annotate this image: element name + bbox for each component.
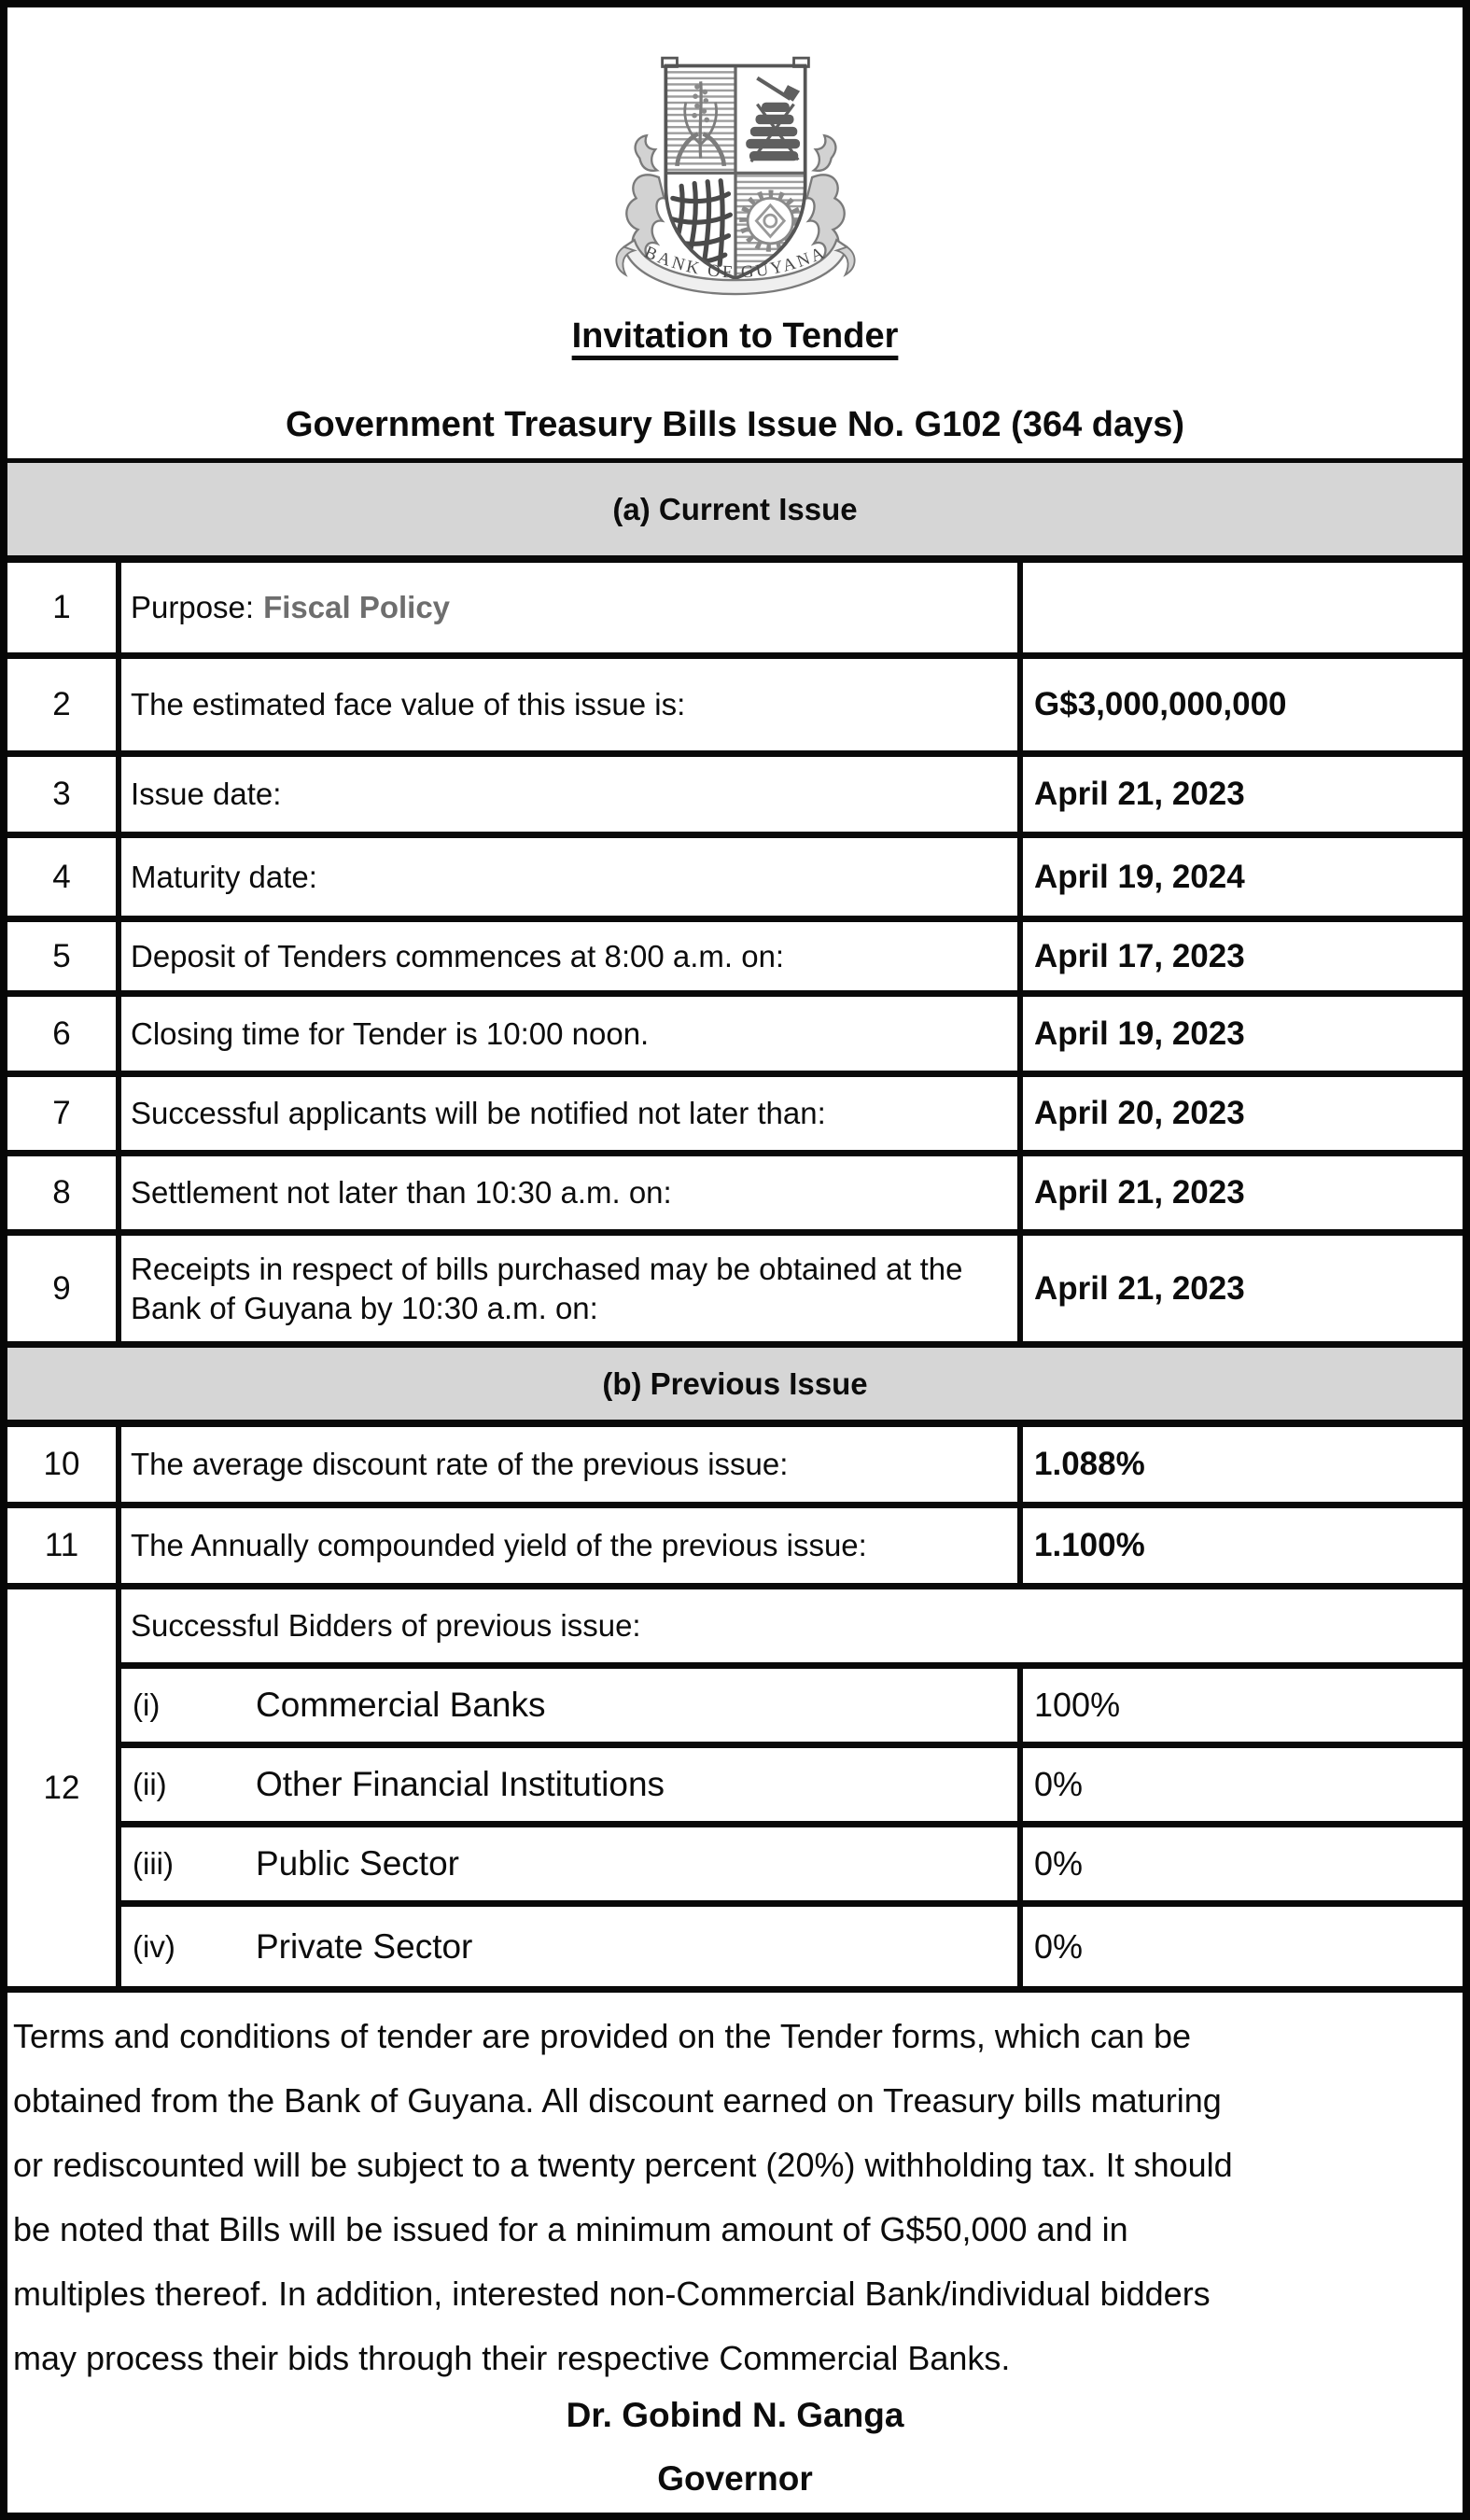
terms-line: or rediscounted will be subject to a twe… [13,2146,1233,2184]
row-value: 1.088% [1034,1446,1145,1482]
row-label: Issue date: [121,757,1023,832]
table-row-7: 7 Successful applicants will be notified… [7,1077,1463,1156]
purpose-highlight: Fiscal Policy [263,590,451,624]
bidder-roman: (ii) [133,1767,167,1801]
row-value: G$3,000,000,000 [1034,686,1287,722]
row-label: Receipts in respect of bills purchased m… [121,1236,1023,1341]
tender-table: (a) Current Issue 1 Purpose: Fiscal Poli… [7,458,1463,1993]
row-number: 5 [7,922,121,990]
page-title: Invitation to Tender [571,316,899,356]
row-label: Successful applicants will be notified n… [121,1077,1023,1150]
row-label: Maturity date: [121,838,1023,916]
row-number: 9 [7,1236,121,1341]
table-row-12: 12 Successful Bidders of previous issue:… [7,1589,1463,1993]
row12-content: Successful Bidders of previous issue: (i… [121,1589,1463,1986]
row-value: April 19, 2023 [1034,1015,1245,1052]
row-value: April 21, 2023 [1034,776,1245,812]
bidder-item-commercial-banks: (i) Commercial Banks 100% [121,1669,1463,1748]
row-label: The Annually compounded yield of the pre… [121,1508,1023,1583]
row-value: 1.100% [1034,1527,1145,1563]
row-label: Purpose: Fiscal Policy [121,563,1023,652]
bidder-item-public-sector: (iii) Public Sector 0% [121,1827,1463,1907]
row-label: Closing time for Tender is 10:00 noon. [121,997,1023,1071]
table-row-1: 1 Purpose: Fiscal Policy [7,563,1463,659]
row-number: 1 [7,563,121,652]
bank-of-guyana-logo: BANK OF GUYANA [567,47,903,313]
page-subtitle: Government Treasury Bills Issue No. G102… [285,405,1185,444]
row-value: April 20, 2023 [1034,1095,1245,1131]
table-row-9: 9 Receipts in respect of bills purchased… [7,1236,1463,1348]
section-a-header: (a) Current Issue [7,463,1463,563]
shield-outline [663,63,807,281]
timber-binding [749,76,800,163]
table-row-2: 2 The estimated face value of this issue… [7,659,1463,757]
row-value: April 17, 2023 [1034,937,1245,974]
terms-line: obtained from the Bank of Guyana. All di… [13,2081,1222,2120]
terms-line: be noted that Bills will be issued for a… [13,2210,1128,2248]
terms-line: Terms and conditions of tender are provi… [13,2017,1192,2055]
row-label: Deposit of Tenders commences at 8:00 a.m… [121,922,1023,990]
rice-plant-icon [674,81,726,167]
table-row-6: 6 Closing time for Tender is 10:00 noon.… [7,997,1463,1077]
row-label: Settlement not later than 10:30 a.m. on: [121,1156,1023,1229]
bidder-roman: (i) [133,1687,161,1722]
row-number: 12 [7,1589,121,1986]
bidder-roman: (iv) [133,1928,175,1964]
mantling-left [624,133,665,261]
row12-intro: Successful Bidders of previous issue: [121,1589,1463,1669]
row-number: 10 [7,1427,121,1502]
bidder-label: Commercial Banks [256,1686,546,1724]
row-number: 4 [7,838,121,916]
coat-of-arms-icon: BANK OF GUYANA [614,56,856,296]
bidder-value: 0% [1034,1926,1084,1966]
terms-line: multiples thereof. In addition, interest… [13,2275,1211,2313]
row-number: 6 [7,997,121,1071]
bidder-value: 100% [1034,1686,1121,1724]
table-row-8: 8 Settlement not later than 10:30 a.m. o… [7,1156,1463,1236]
row-label: The estimated face value of this issue i… [121,659,1023,750]
table-row-5: 5 Deposit of Tenders commences at 8:00 a… [7,922,1463,997]
row-number: 7 [7,1077,121,1150]
row-number: 11 [7,1508,121,1583]
terms-paragraph: Terms and conditions of tender are provi… [7,1993,1463,2390]
row-number: 2 [7,659,121,750]
bidder-label: Private Sector [256,1926,473,1966]
bidder-item-other-financial: (ii) Other Financial Institutions 0% [121,1748,1463,1827]
rice-grains [691,84,709,123]
row-number: 8 [7,1156,121,1229]
row-value [1023,563,1463,652]
row-label: The average discount rate of the previou… [121,1427,1023,1502]
row-number: 3 [7,757,121,832]
row-value: April 19, 2024 [1034,858,1245,895]
table-row-11: 11 The Annually compounded yield of the … [7,1508,1463,1589]
table-row-4: 4 Maturity date: April 19, 2024 [7,838,1463,922]
bidder-value: 0% [1034,1844,1084,1883]
bidder-label: Other Financial Institutions [256,1765,665,1803]
table-row-3: 3 Issue date: April 21, 2023 [7,757,1463,838]
signatory-title: Governor [657,2459,813,2498]
bidder-roman: (iii) [133,1846,174,1881]
row-value: April 21, 2023 [1034,1174,1245,1211]
bidder-item-private-sector: (iv) Private Sector 0% [121,1907,1463,1986]
signatory-name: Dr. Gobind N. Ganga [566,2396,904,2434]
section-b-header: (b) Previous Issue [7,1348,1463,1427]
table-row-10: 10 The average discount rate of the prev… [7,1427,1463,1508]
row-value: April 21, 2023 [1034,1269,1245,1307]
bidder-value: 0% [1034,1765,1084,1803]
bidder-label: Public Sector [256,1844,459,1883]
terms-line: may process their bids through their res… [13,2339,1011,2377]
